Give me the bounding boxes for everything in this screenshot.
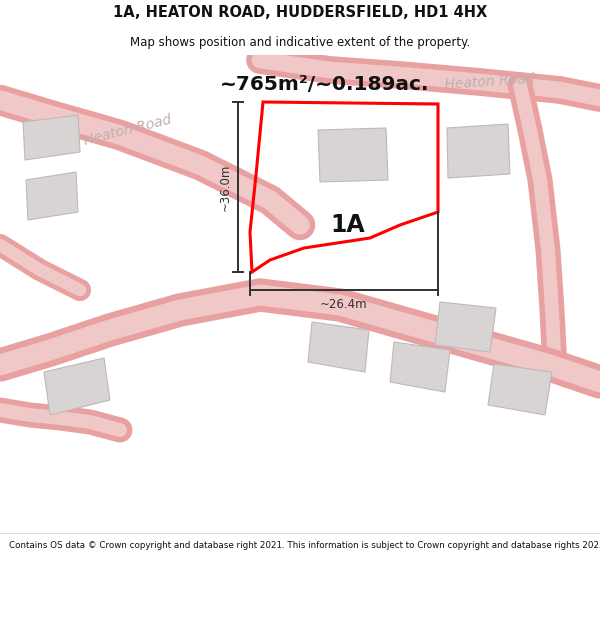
Polygon shape: [447, 124, 510, 178]
Text: 1A, HEATON ROAD, HUDDERSFIELD, HD1 4HX: 1A, HEATON ROAD, HUDDERSFIELD, HD1 4HX: [113, 4, 487, 19]
Text: ~36.0m: ~36.0m: [219, 163, 232, 211]
Polygon shape: [44, 358, 110, 415]
Polygon shape: [308, 322, 369, 372]
Text: Map shows position and indicative extent of the property.: Map shows position and indicative extent…: [130, 36, 470, 49]
Text: Heaton Road: Heaton Road: [445, 72, 535, 92]
Polygon shape: [23, 115, 80, 160]
Text: 1A: 1A: [331, 213, 365, 237]
Polygon shape: [488, 364, 552, 415]
Text: Heaton Road: Heaton Road: [83, 112, 173, 148]
Polygon shape: [318, 128, 388, 182]
Text: Contains OS data © Crown copyright and database right 2021. This information is : Contains OS data © Crown copyright and d…: [9, 541, 600, 551]
Polygon shape: [390, 342, 450, 392]
Text: ~26.4m: ~26.4m: [320, 298, 368, 311]
Polygon shape: [435, 302, 496, 352]
Polygon shape: [26, 172, 78, 220]
Text: ~765m²/~0.189ac.: ~765m²/~0.189ac.: [220, 75, 430, 94]
